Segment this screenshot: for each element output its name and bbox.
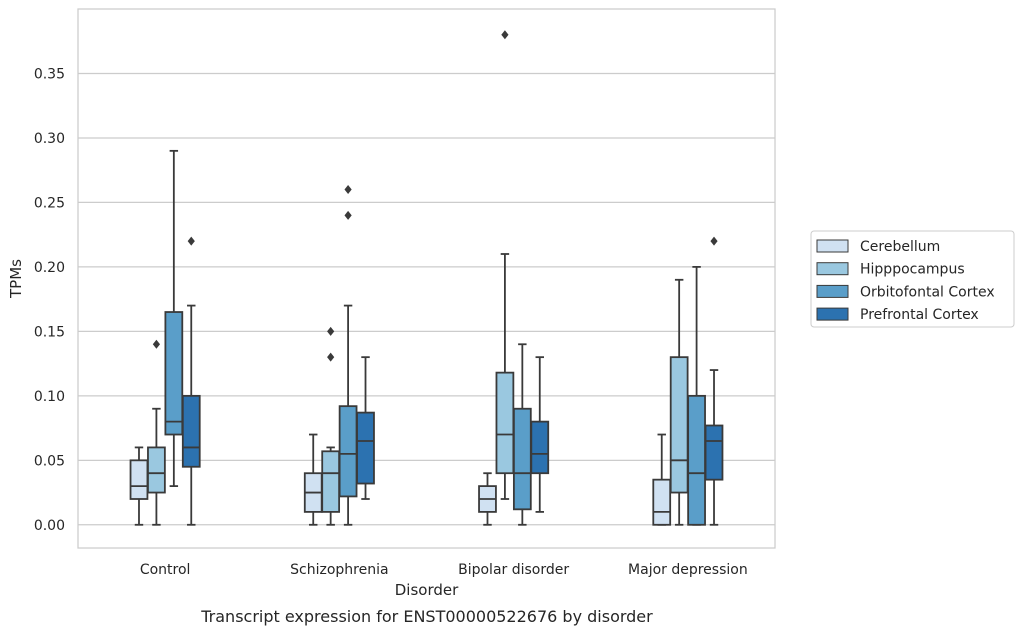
legend-label: Hipppocampus [860, 262, 965, 278]
y-tick-label: 0.15 [34, 324, 65, 340]
box-cerebellum [478, 472, 497, 526]
y-tick-label: 0.00 [34, 518, 65, 534]
box-iqr [164, 311, 184, 436]
y-tick-label: 0.20 [34, 260, 65, 276]
box-iqr [147, 446, 166, 494]
x-tick-label: Major depression [628, 562, 748, 578]
box-orbitofontal-cortex [338, 185, 358, 526]
legend-label: Prefrontal Cortex [860, 307, 979, 323]
box-iqr [669, 356, 689, 494]
box-cerebellum [303, 433, 323, 526]
plot-frame [77, 8, 776, 549]
x-axis-label: Disorder [395, 581, 459, 599]
legend-swatch [816, 284, 849, 298]
y-tick-label: 0.30 [34, 131, 65, 147]
boxplots [129, 30, 724, 526]
y-tick-label: 0.25 [34, 195, 65, 211]
box-prefrontal-cortex [530, 356, 550, 513]
box-iqr [512, 407, 532, 511]
box-hipppocampus [669, 278, 689, 526]
x-tick-label: Control [140, 562, 191, 578]
box-hipppocampus [495, 30, 515, 500]
outlier-point [187, 236, 195, 246]
outlier-point [710, 236, 718, 246]
outlier-point [344, 210, 352, 220]
box-iqr [321, 450, 341, 513]
box-iqr [687, 394, 706, 526]
y-tick-label: 0.35 [34, 66, 65, 82]
legend-frame [810, 230, 1015, 328]
legend-label: Cerebellum [860, 239, 940, 255]
box-iqr [495, 371, 515, 475]
legend-item: Prefrontal Cortex [816, 307, 979, 323]
box-cerebellum [129, 446, 149, 526]
legend-label: Orbitofontal Cortex [860, 284, 995, 300]
box-prefrontal-cortex [704, 236, 724, 526]
box-orbitofontal-cortex [687, 265, 706, 526]
box-orbitofontal-cortex [164, 149, 184, 488]
x-tick-label: Bipolar disorder [458, 562, 569, 578]
y-tick-labels: 0.00 0.05 0.10 0.15 0.20 0.25 0.30 0.35 [34, 66, 65, 533]
box-iqr [530, 420, 550, 475]
box-iqr [338, 405, 358, 498]
box-hipppocampus [321, 326, 341, 526]
outlier-point [344, 185, 352, 195]
y-tick-label: 0.10 [34, 389, 65, 405]
outlier-point [327, 326, 335, 336]
box-cerebellum [652, 433, 672, 526]
legend: Cerebellum Hipppocampus Orbitofontal Corte… [810, 230, 1015, 328]
outlier-point [152, 339, 161, 349]
x-tick-label: Schizophrenia [290, 562, 388, 578]
legend-item: Hipppocampus [816, 262, 965, 278]
box-orbitofontal-cortex [512, 343, 532, 526]
box-prefrontal-cortex [181, 236, 201, 526]
figure-caption: Transcript expression for ENST0000052267… [200, 607, 653, 626]
outlier-point [501, 30, 509, 40]
legend-swatch [816, 307, 849, 321]
box-iqr [181, 394, 201, 468]
box-iqr [704, 424, 724, 481]
box-prefrontal-cortex [356, 356, 375, 500]
box-hipppocampus [147, 339, 166, 526]
box-iqr [129, 459, 149, 500]
outlier-point [327, 352, 335, 362]
legend-swatch [816, 262, 849, 276]
x-tick-labels: Control Schizophrenia Bipolar disorder Majo… [140, 562, 748, 578]
y-tick-label: 0.05 [34, 453, 65, 469]
legend-item: Orbitofontal Cortex [816, 284, 995, 300]
box-iqr [652, 478, 672, 526]
y-axis-label: TPMs [7, 259, 25, 299]
legend-item: Cerebellum [816, 239, 940, 255]
box-iqr [356, 411, 375, 485]
legend-swatch [816, 239, 849, 253]
